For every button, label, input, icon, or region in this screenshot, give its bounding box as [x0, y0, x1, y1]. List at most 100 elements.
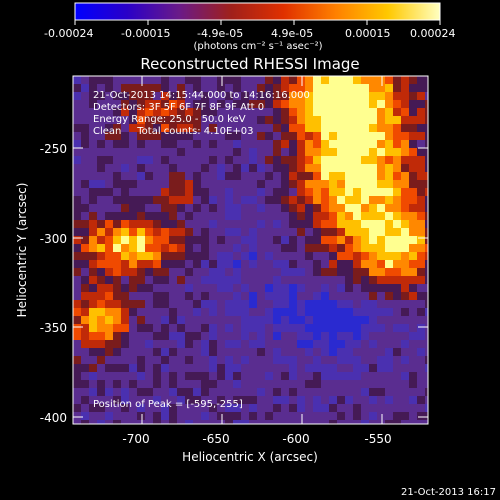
image-pixel [337, 76, 345, 84]
image-pixel [129, 156, 137, 164]
image-pixel [97, 420, 105, 424]
image-pixel [153, 356, 161, 364]
image-pixel [409, 412, 417, 420]
image-pixel [137, 420, 145, 424]
image-pixel [217, 204, 225, 212]
image-pixel [137, 292, 145, 300]
image-pixel [217, 100, 225, 108]
image-pixel [217, 156, 225, 164]
image-pixel [345, 340, 353, 348]
image-pixel [193, 300, 201, 308]
image-pixel [353, 220, 361, 228]
image-pixel [289, 236, 297, 244]
image-pixel [409, 108, 417, 116]
image-pixel [361, 372, 369, 380]
image-pixel [81, 380, 89, 388]
image-pixel [417, 220, 425, 228]
image-pixel [169, 364, 177, 372]
image-pixel [73, 212, 81, 220]
image-pixel [393, 76, 401, 84]
image-pixel [73, 276, 81, 284]
image-pixel [313, 132, 321, 140]
image-pixel [305, 140, 313, 148]
image-pixel [97, 100, 105, 108]
image-pixel [417, 228, 425, 236]
image-pixel [377, 300, 385, 308]
image-pixel [137, 204, 145, 212]
image-pixel [409, 244, 417, 252]
image-pixel [137, 404, 145, 412]
image-pixel [313, 332, 321, 340]
image-pixel [337, 220, 345, 228]
image-pixel [225, 236, 233, 244]
image-pixel [129, 108, 137, 116]
image-pixel [217, 108, 225, 116]
image-pixel [105, 172, 113, 180]
image-pixel [81, 228, 89, 236]
image-pixel [257, 172, 265, 180]
image-pixel [209, 348, 217, 356]
image-pixel [281, 196, 289, 204]
image-pixel [193, 316, 201, 324]
image-pixel [265, 220, 273, 228]
image-pixel [321, 348, 329, 356]
image-pixel [145, 132, 153, 140]
image-pixel [209, 124, 217, 132]
image-pixel [89, 396, 97, 404]
image-pixel [377, 284, 385, 292]
image-pixel [417, 308, 425, 316]
image-pixel [89, 140, 97, 148]
image-pixel [201, 76, 209, 84]
image-pixel [321, 148, 329, 156]
image-pixel [401, 100, 409, 108]
image-pixel [97, 84, 105, 92]
image-pixel [385, 372, 393, 380]
image-pixel [233, 268, 241, 276]
image-pixel [329, 300, 337, 308]
image-pixel [217, 236, 225, 244]
image-pixel [185, 116, 193, 124]
image-pixel [377, 380, 385, 388]
image-pixel [97, 148, 105, 156]
image-pixel [209, 156, 217, 164]
image-pixel [401, 220, 409, 228]
image-pixel [273, 332, 281, 340]
image-pixel [145, 364, 153, 372]
image-pixel [377, 364, 385, 372]
image-pixel [281, 332, 289, 340]
image-pixel [209, 220, 217, 228]
image-pixel [89, 108, 97, 116]
image-pixel [153, 388, 161, 396]
image-pixel [313, 220, 321, 228]
image-pixel [313, 244, 321, 252]
image-pixel [305, 380, 313, 388]
image-pixel [81, 84, 89, 92]
image-pixel [417, 268, 425, 276]
image-pixel [105, 156, 113, 164]
image-pixel [297, 92, 305, 100]
image-pixel [185, 124, 193, 132]
image-pixel [193, 340, 201, 348]
image-pixel [393, 276, 401, 284]
image-pixel [353, 188, 361, 196]
image-pixel [257, 364, 265, 372]
image-pixel [241, 244, 249, 252]
image-pixel [73, 244, 81, 252]
image-pixel [337, 364, 345, 372]
image-pixel [369, 396, 377, 404]
image-pixel [209, 92, 217, 100]
image-pixel [185, 100, 193, 108]
image-pixel [265, 252, 273, 260]
image-pixel [225, 300, 233, 308]
image-pixel [281, 380, 289, 388]
image-pixel [185, 84, 193, 92]
image-pixel [105, 276, 113, 284]
image-pixel [401, 348, 409, 356]
image-pixel [233, 420, 241, 424]
image-pixel [225, 356, 233, 364]
image-pixel [273, 220, 281, 228]
image-pixel [233, 92, 241, 100]
image-pixel [169, 380, 177, 388]
image-pixel [401, 268, 409, 276]
image-pixel [369, 164, 377, 172]
